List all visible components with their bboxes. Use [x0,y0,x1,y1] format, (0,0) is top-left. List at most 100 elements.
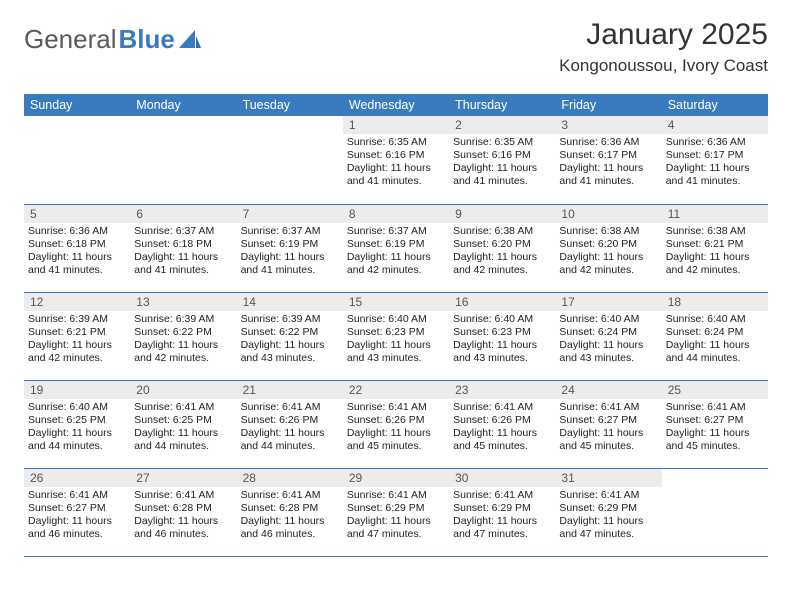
day-number: 23 [449,381,555,399]
day-cell: 12Sunrise: 6:39 AMSunset: 6:21 PMDayligh… [24,292,130,380]
weekday-header: Thursday [449,94,555,116]
day-number: 12 [24,293,130,311]
day-details: Sunrise: 6:37 AMSunset: 6:18 PMDaylight:… [130,223,236,282]
empty-cell [662,468,768,556]
day-details: Sunrise: 6:38 AMSunset: 6:21 PMDaylight:… [662,223,768,282]
day-cell: 10Sunrise: 6:38 AMSunset: 6:20 PMDayligh… [555,204,661,292]
day-cell: 24Sunrise: 6:41 AMSunset: 6:27 PMDayligh… [555,380,661,468]
empty-cell [237,116,343,204]
day-cell: 3Sunrise: 6:36 AMSunset: 6:17 PMDaylight… [555,116,661,204]
day-number: 1 [343,116,449,134]
day-number: 15 [343,293,449,311]
day-number: 29 [343,469,449,487]
day-details: Sunrise: 6:40 AMSunset: 6:24 PMDaylight:… [555,311,661,370]
day-cell: 28Sunrise: 6:41 AMSunset: 6:28 PMDayligh… [237,468,343,556]
day-cell: 8Sunrise: 6:37 AMSunset: 6:19 PMDaylight… [343,204,449,292]
logo: GeneralBlue [24,18,201,55]
day-cell: 7Sunrise: 6:37 AMSunset: 6:19 PMDaylight… [237,204,343,292]
day-details: Sunrise: 6:37 AMSunset: 6:19 PMDaylight:… [343,223,449,282]
day-cell: 22Sunrise: 6:41 AMSunset: 6:26 PMDayligh… [343,380,449,468]
day-number: 14 [237,293,343,311]
calendar-row: 5Sunrise: 6:36 AMSunset: 6:18 PMDaylight… [24,204,768,292]
day-number: 20 [130,381,236,399]
calendar-row: 26Sunrise: 6:41 AMSunset: 6:27 PMDayligh… [24,468,768,556]
day-cell: 1Sunrise: 6:35 AMSunset: 6:16 PMDaylight… [343,116,449,204]
day-cell: 13Sunrise: 6:39 AMSunset: 6:22 PMDayligh… [130,292,236,380]
day-number: 28 [237,469,343,487]
logo-text-general: General [24,24,117,55]
day-number: 6 [130,205,236,223]
day-number: 22 [343,381,449,399]
day-number: 18 [662,293,768,311]
day-details: Sunrise: 6:38 AMSunset: 6:20 PMDaylight:… [449,223,555,282]
weekday-header: Sunday [24,94,130,116]
day-cell: 14Sunrise: 6:39 AMSunset: 6:22 PMDayligh… [237,292,343,380]
day-details: Sunrise: 6:41 AMSunset: 6:29 PMDaylight:… [449,487,555,546]
day-details: Sunrise: 6:41 AMSunset: 6:29 PMDaylight:… [343,487,449,546]
day-details: Sunrise: 6:36 AMSunset: 6:18 PMDaylight:… [24,223,130,282]
day-details: Sunrise: 6:35 AMSunset: 6:16 PMDaylight:… [449,134,555,193]
day-details: Sunrise: 6:39 AMSunset: 6:21 PMDaylight:… [24,311,130,370]
day-number: 4 [662,116,768,134]
day-number: 10 [555,205,661,223]
weekday-header: Monday [130,94,236,116]
day-number: 3 [555,116,661,134]
calendar-head: SundayMondayTuesdayWednesdayThursdayFrid… [24,94,768,116]
day-details: Sunrise: 6:35 AMSunset: 6:16 PMDaylight:… [343,134,449,193]
day-number: 2 [449,116,555,134]
day-cell: 21Sunrise: 6:41 AMSunset: 6:26 PMDayligh… [237,380,343,468]
calendar-table: SundayMondayTuesdayWednesdayThursdayFrid… [24,94,768,557]
day-cell: 30Sunrise: 6:41 AMSunset: 6:29 PMDayligh… [449,468,555,556]
day-number: 7 [237,205,343,223]
day-cell: 18Sunrise: 6:40 AMSunset: 6:24 PMDayligh… [662,292,768,380]
day-cell: 2Sunrise: 6:35 AMSunset: 6:16 PMDaylight… [449,116,555,204]
day-cell: 11Sunrise: 6:38 AMSunset: 6:21 PMDayligh… [662,204,768,292]
month-title: January 2025 [559,18,768,52]
day-details: Sunrise: 6:40 AMSunset: 6:23 PMDaylight:… [343,311,449,370]
day-cell: 26Sunrise: 6:41 AMSunset: 6:27 PMDayligh… [24,468,130,556]
day-details: Sunrise: 6:36 AMSunset: 6:17 PMDaylight:… [662,134,768,193]
weekday-header: Friday [555,94,661,116]
day-cell: 20Sunrise: 6:41 AMSunset: 6:25 PMDayligh… [130,380,236,468]
header: GeneralBlue January 2025 Kongonoussou, I… [24,18,768,76]
day-details: Sunrise: 6:41 AMSunset: 6:27 PMDaylight:… [662,399,768,458]
day-number: 11 [662,205,768,223]
weekday-header: Saturday [662,94,768,116]
day-details: Sunrise: 6:40 AMSunset: 6:24 PMDaylight:… [662,311,768,370]
day-details: Sunrise: 6:41 AMSunset: 6:27 PMDaylight:… [24,487,130,546]
empty-cell [24,116,130,204]
day-cell: 9Sunrise: 6:38 AMSunset: 6:20 PMDaylight… [449,204,555,292]
calendar-row: 19Sunrise: 6:40 AMSunset: 6:25 PMDayligh… [24,380,768,468]
day-details: Sunrise: 6:39 AMSunset: 6:22 PMDaylight:… [237,311,343,370]
logo-sail-icon [179,30,201,50]
day-number: 9 [449,205,555,223]
day-details: Sunrise: 6:41 AMSunset: 6:28 PMDaylight:… [237,487,343,546]
day-number: 26 [24,469,130,487]
day-number: 13 [130,293,236,311]
day-number: 24 [555,381,661,399]
day-number: 19 [24,381,130,399]
weekday-header: Tuesday [237,94,343,116]
day-details: Sunrise: 6:41 AMSunset: 6:26 PMDaylight:… [237,399,343,458]
day-cell: 6Sunrise: 6:37 AMSunset: 6:18 PMDaylight… [130,204,236,292]
day-cell: 19Sunrise: 6:40 AMSunset: 6:25 PMDayligh… [24,380,130,468]
logo-text-blue: Blue [119,24,175,55]
calendar-row: 12Sunrise: 6:39 AMSunset: 6:21 PMDayligh… [24,292,768,380]
empty-cell [130,116,236,204]
day-cell: 4Sunrise: 6:36 AMSunset: 6:17 PMDaylight… [662,116,768,204]
day-cell: 23Sunrise: 6:41 AMSunset: 6:26 PMDayligh… [449,380,555,468]
day-details: Sunrise: 6:37 AMSunset: 6:19 PMDaylight:… [237,223,343,282]
day-details: Sunrise: 6:39 AMSunset: 6:22 PMDaylight:… [130,311,236,370]
day-details: Sunrise: 6:41 AMSunset: 6:29 PMDaylight:… [555,487,661,546]
day-number: 16 [449,293,555,311]
calendar-row: 1Sunrise: 6:35 AMSunset: 6:16 PMDaylight… [24,116,768,204]
day-cell: 17Sunrise: 6:40 AMSunset: 6:24 PMDayligh… [555,292,661,380]
day-details: Sunrise: 6:41 AMSunset: 6:28 PMDaylight:… [130,487,236,546]
day-cell: 25Sunrise: 6:41 AMSunset: 6:27 PMDayligh… [662,380,768,468]
day-number: 17 [555,293,661,311]
day-cell: 16Sunrise: 6:40 AMSunset: 6:23 PMDayligh… [449,292,555,380]
weekday-header: Wednesday [343,94,449,116]
day-cell: 31Sunrise: 6:41 AMSunset: 6:29 PMDayligh… [555,468,661,556]
day-details: Sunrise: 6:41 AMSunset: 6:26 PMDaylight:… [449,399,555,458]
day-details: Sunrise: 6:41 AMSunset: 6:27 PMDaylight:… [555,399,661,458]
